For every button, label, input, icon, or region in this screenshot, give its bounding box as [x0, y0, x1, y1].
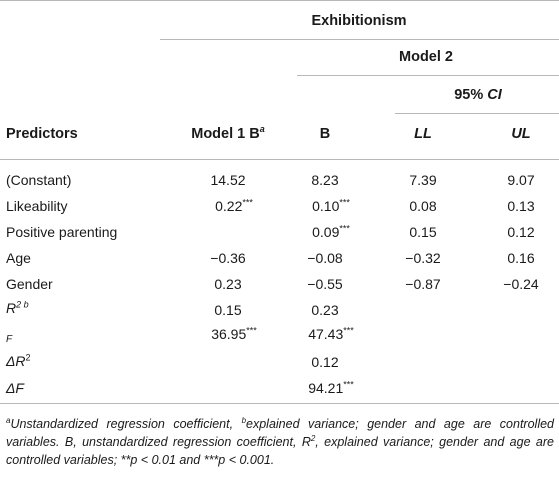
cell-model1: 0.22***: [215, 197, 253, 214]
cell-ll: −0.87: [405, 276, 441, 292]
header-ll: LL: [414, 126, 432, 142]
header-exhibitionism: Exhibitionism: [311, 13, 407, 29]
exhibitionism-rule: [160, 39, 559, 40]
header-bottom-rule: [0, 159, 559, 160]
row-label: ΔF: [6, 380, 24, 396]
top-rule: [0, 0, 559, 1]
cell-b: −0.55: [307, 276, 343, 292]
cell-b: 47.43***: [308, 325, 354, 342]
cell-ll: −0.32: [405, 250, 441, 266]
cell-model1: 14.52: [210, 172, 246, 188]
header-model2: Model 2: [399, 49, 453, 65]
row-label: ΔR2: [6, 352, 31, 369]
cell-ll: 0.15: [409, 224, 437, 240]
header-predictors: Predictors: [6, 126, 78, 142]
cell-b: 0.23: [311, 302, 339, 318]
cell-model1: −0.36: [210, 250, 246, 266]
cell-b: 0.12: [311, 354, 339, 370]
header-ci: 95% CI: [454, 87, 502, 103]
header-model1: Model 1 Ba: [191, 124, 265, 142]
body-bottom-rule: [0, 403, 559, 404]
cell-b: 94.21***: [308, 379, 354, 396]
ci-rule: [395, 113, 559, 114]
row-label: Age: [6, 250, 31, 266]
row-label: Likeability: [6, 198, 68, 214]
row-label: F: [6, 334, 13, 345]
header-b: B: [319, 126, 331, 142]
cell-b: 0.10***: [312, 197, 350, 214]
header-ul: UL: [511, 126, 531, 142]
cell-model1: 0.23: [214, 276, 242, 292]
cell-b: 8.23: [311, 172, 339, 188]
cell-model1: 0.15: [214, 302, 242, 318]
cell-ll: 0.08: [409, 198, 437, 214]
cell-model1: 36.95***: [211, 325, 257, 342]
cell-ul: 0.12: [507, 224, 535, 240]
cell-ul: 0.16: [507, 250, 535, 266]
cell-ul: −0.24: [503, 276, 539, 292]
cell-ul: 0.13: [507, 198, 535, 214]
cell-ul: 9.07: [507, 172, 535, 188]
cell-b: −0.08: [307, 250, 343, 266]
row-label: R2 b: [6, 299, 29, 316]
cell-ll: 7.39: [409, 172, 437, 188]
row-label: (Constant): [6, 172, 72, 188]
table-footnote: aUnstandardized regression coefficient, …: [6, 415, 554, 467]
cell-b: 0.09***: [312, 223, 350, 240]
model2-rule: [297, 75, 559, 76]
row-label: Gender: [6, 276, 53, 292]
row-label: Positive parenting: [6, 224, 118, 240]
